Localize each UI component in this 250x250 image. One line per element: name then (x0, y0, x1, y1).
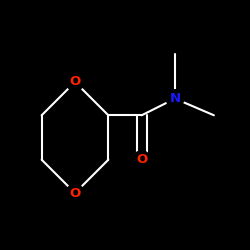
Text: O: O (136, 153, 147, 166)
Text: N: N (170, 92, 180, 105)
Circle shape (66, 184, 84, 202)
Text: O: O (70, 76, 80, 88)
Circle shape (133, 151, 150, 168)
Circle shape (66, 73, 84, 91)
Circle shape (166, 90, 184, 108)
Text: O: O (70, 186, 80, 200)
